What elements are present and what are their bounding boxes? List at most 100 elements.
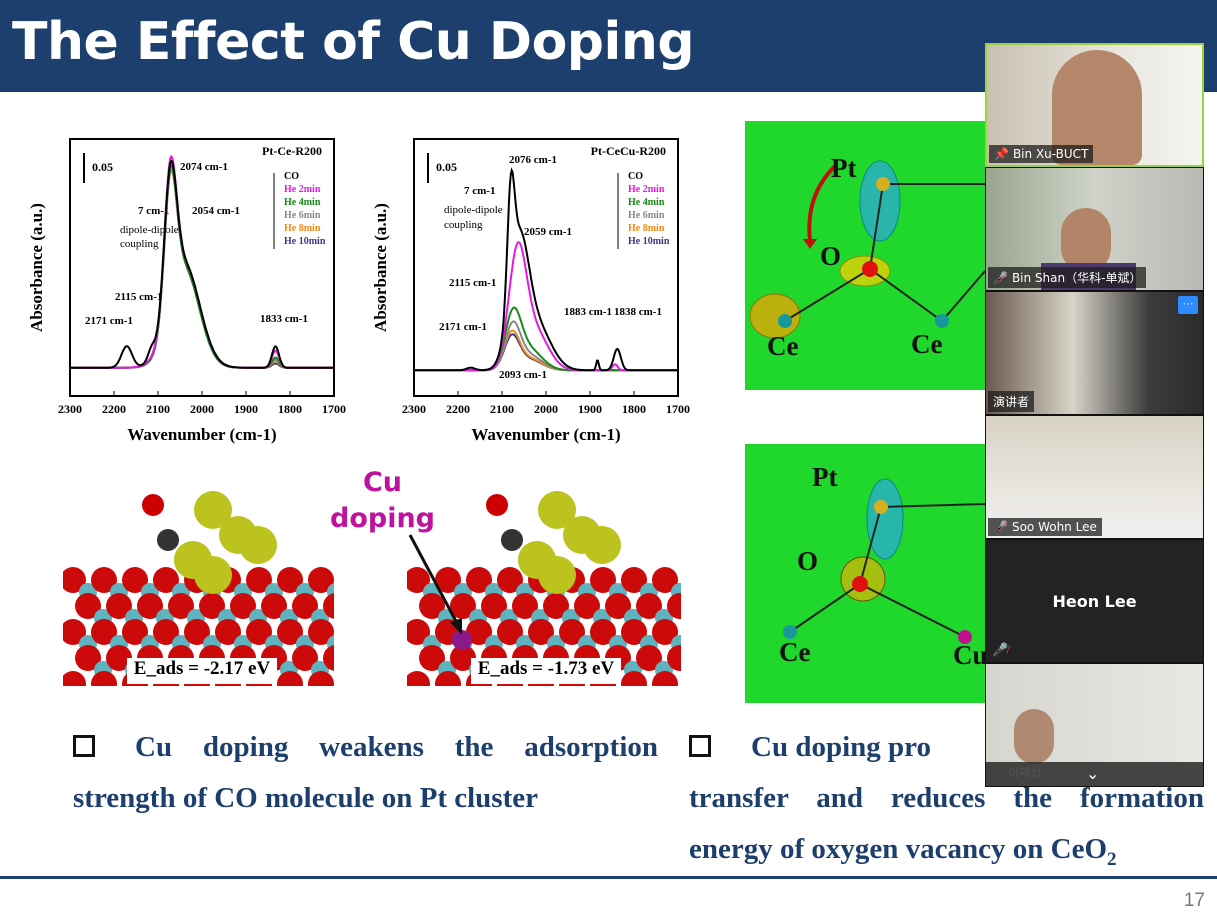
oxygen-atom [323,593,334,619]
video-tile-bin-shan[interactable]: 🎤̸ Bin Shan（华科-单斌） [985,167,1204,291]
oxygen-atom [75,645,101,671]
arrow-icon [408,534,462,635]
oxygen-atom [63,567,86,593]
oxygen-atom [122,619,148,645]
oxygen-atom [122,567,148,593]
participant-name-text: Bin Xu-BUCT [1012,147,1089,161]
oxygen-atom [636,593,662,619]
video-tile-bin-xu[interactable]: 📌 Bin Xu-BUCT [985,43,1204,167]
pin-icon: 📌 [994,147,1009,161]
oxygen-atom [450,593,476,619]
oxygen-atom [246,567,272,593]
video-gallery-panel[interactable]: 📌 Bin Xu-BUCT 🎤̸ Bin Shan（华科-单斌） ··· 演讲者 🎤… [985,43,1204,787]
oxygen-atom [230,593,256,619]
x-axis-label: Wavenumber (cm-1) [471,425,620,444]
oxygen-atom [512,593,538,619]
pt-atom [194,556,232,594]
oxygen-atom [75,593,101,619]
x-tick-label: 2200 [446,402,470,416]
oxygen-atom [292,645,318,671]
dft-label-cu: Cu [953,640,986,670]
page-number: 17 [1183,890,1205,911]
dft-label-pt: Pt [831,153,857,183]
oxygen-atom [652,619,678,645]
video-tile-participant-6[interactable]: 이재성 ⌄ [985,663,1204,787]
bullet-left: Cu doping weakens the adsorption strengt… [73,722,658,824]
oxygen-atom [621,567,647,593]
legend-entry: He 6min [284,210,321,221]
oxygen-atom [590,567,616,593]
oxygen-atom [621,671,647,686]
mic-muted-icon: 🎤̸ [992,642,1009,657]
series-line [414,167,678,372]
oxygen-atom [419,593,445,619]
oxygen-atom [481,593,507,619]
oxygen-atom [466,619,492,645]
legend-header: CO [628,171,643,182]
participant-name: 演讲者 [988,391,1035,412]
peak-annotation: 2093 cm-1 [499,369,547,381]
oxygen-atom [199,593,225,619]
oxygen-atom [106,645,132,671]
cu-doping-label: Cu doping [330,465,435,537]
oxygen-atom [106,593,132,619]
pt-atom [538,556,576,594]
x-tick-label: 2000 [190,402,214,416]
oxygen-atom [652,567,678,593]
bullet-square-icon [73,735,95,757]
slide-title: The Effect of Cu Doping [12,12,695,72]
oxygen-atom [528,619,554,645]
more-options-button[interactable]: ··· [1178,296,1198,314]
x-tick-label: 2100 [490,402,514,416]
participant-name-large: Heon Lee [1052,592,1137,611]
dft-label-o: O [820,241,842,271]
oxygen-atom [63,619,86,645]
oxygen-atom [419,645,445,671]
oxygen-atom [407,567,430,593]
oxygen-atom [277,671,303,686]
cu-doping-line1: Cu [362,467,403,498]
x-tick-label: 2000 [534,402,558,416]
scroll-down-button[interactable]: ⌄ [1086,766,1100,783]
oxygen-atom [450,645,476,671]
oxygen-atom [652,671,678,686]
peak-annotation: dipole-dipole [444,204,503,216]
x-tick-label: 2300 [58,402,82,416]
video-tile-soo-wohn-lee[interactable]: 🎤̸ Soo Wohn Lee [985,415,1204,539]
oxygen-atom [91,619,117,645]
oxygen-atom [308,619,334,645]
x-tick-label: 1800 [278,402,302,416]
peak-annotation: 2115 cm-1 [115,291,162,303]
o-atom-co [142,494,164,516]
chart-title: Pt-CeCu-R200 [591,144,666,158]
dft-label-ce: Ce [779,637,811,667]
peak-annotation: coupling [120,238,159,250]
eads-label-left: E_ads = -2.17 eV [127,658,277,684]
oxygen-atom [435,567,461,593]
ir-chart-pt-ce: 2300 2200 2100 2000 1900 1800 1700 Wavenumber (… [27,130,360,455]
peak-annotation: 7 cm-1 [464,185,495,197]
peak-annotation: 2171 cm-1 [439,321,487,333]
pt-atom [239,526,277,564]
x-tick-label: 2200 [102,402,126,416]
series-line [70,159,334,369]
legend-entry: He 10min [628,236,670,247]
participant-name-text: 演讲者 [993,395,1030,409]
dft-label-ce-1: Ce [767,331,799,361]
chart-title: Pt-Ce-R200 [262,144,322,158]
legend-header: CO [284,171,299,182]
scale-bar-label: 0.05 [92,160,113,174]
x-axis-label: Wavenumber (cm-1) [127,425,276,444]
video-tile-presenter[interactable]: ··· 演讲者 [985,291,1204,415]
charge-density-bottom: Pt O Ce Cu [745,444,986,703]
oxygen-atom [323,645,334,671]
oxygen-atom [590,619,616,645]
dft-label-pt: Pt [812,462,838,492]
oxygen-atom [153,567,179,593]
oxygen-atom [137,593,163,619]
oxygen-atom [168,593,194,619]
ir-chart-pt-cecu: 2300 2200 2100 2000 1900 1800 1700 Wavenumber (… [371,130,704,455]
oxygen-atom [435,671,461,686]
oxygen-atom [261,593,287,619]
video-tile-heon-lee[interactable]: Heon Lee 🎤̸ [985,539,1204,663]
